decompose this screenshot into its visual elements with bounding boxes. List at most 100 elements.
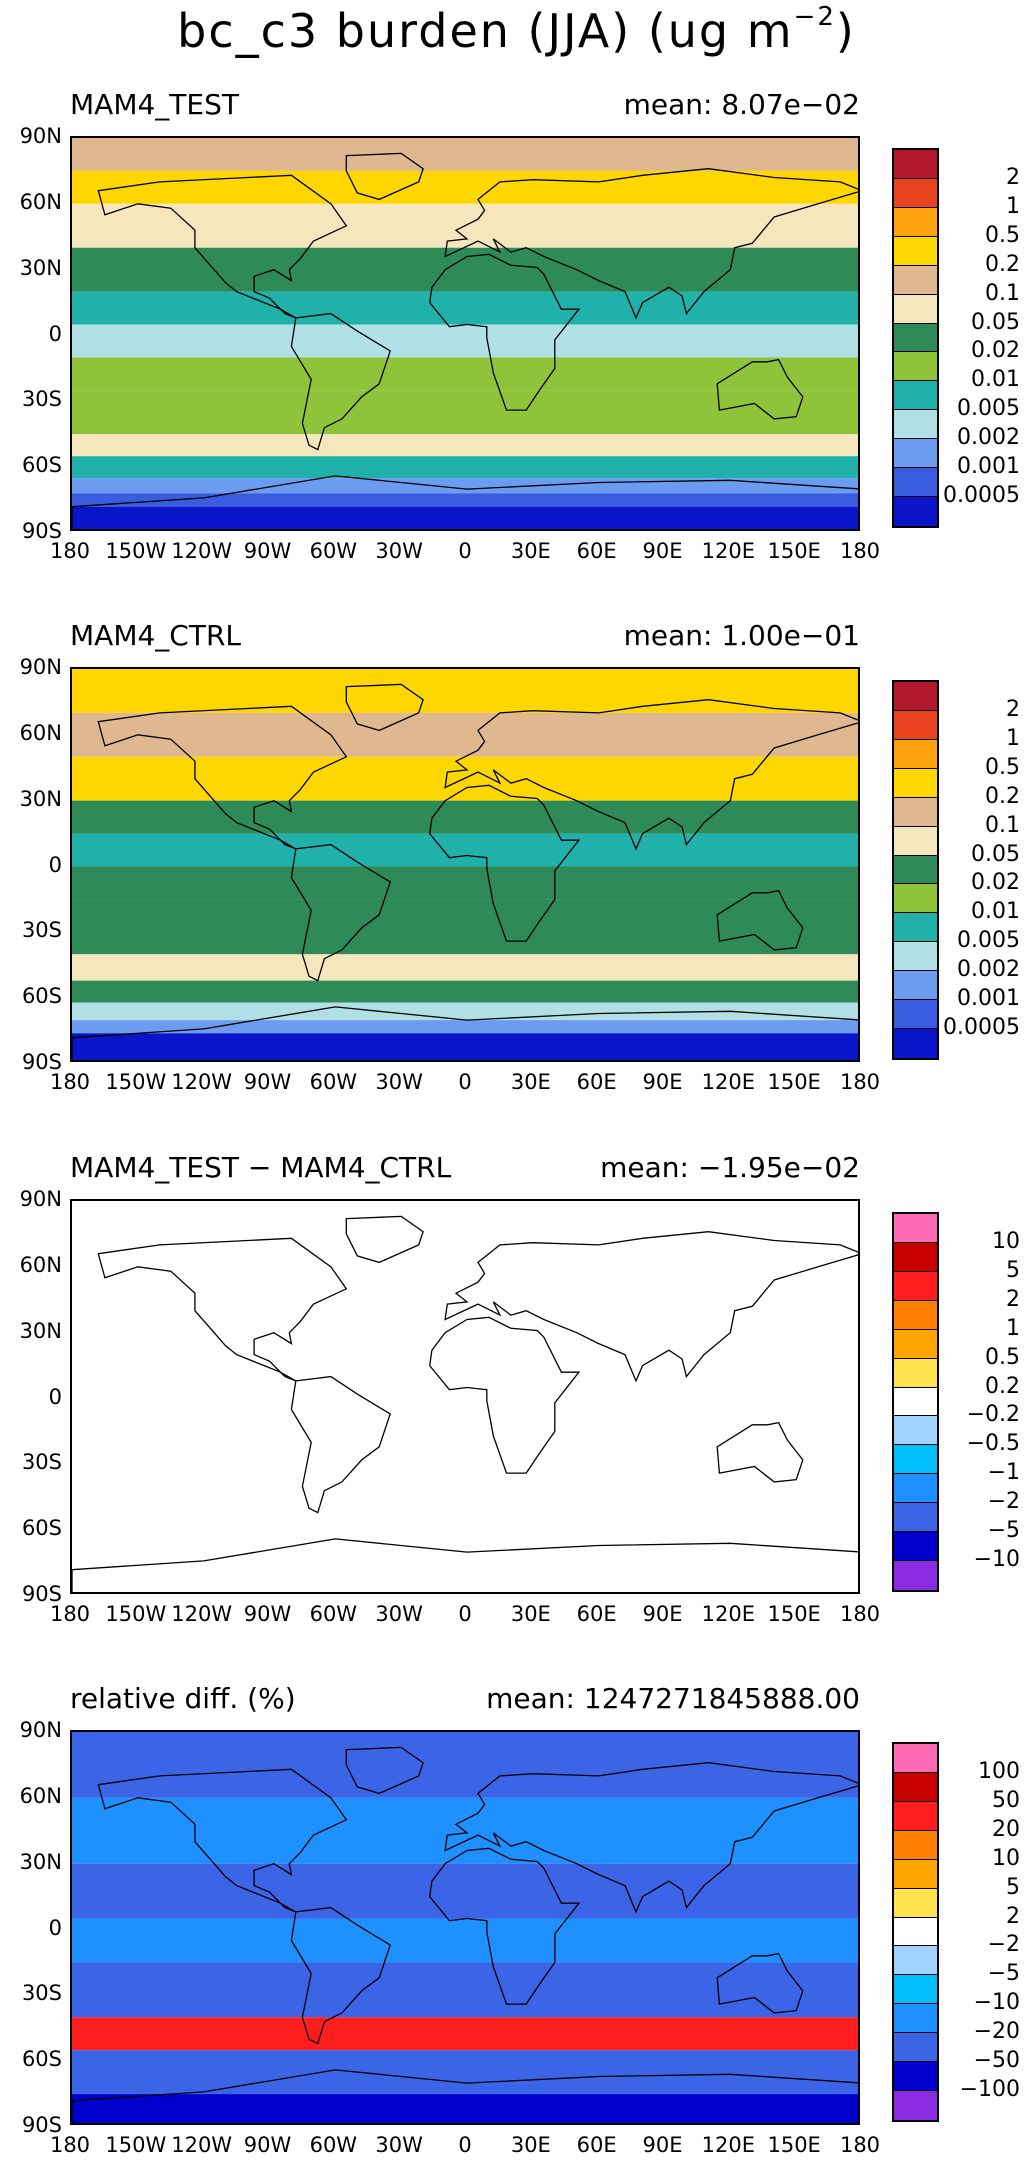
panel-2-lon-tick: 180 — [49, 1070, 91, 1094]
colorbar-swatch — [894, 971, 937, 1001]
panel-3-lon-tick: 150E — [767, 1602, 821, 1626]
panel-3-lon-tick: 60E — [576, 1602, 617, 1626]
colorbar-swatch — [894, 855, 937, 885]
colorbar-label: 0.005 — [957, 928, 1020, 954]
panel-4-band-7 — [72, 2094, 858, 2123]
colorbar-label: −2 — [987, 1932, 1020, 1958]
panel-4-band-3 — [72, 1918, 858, 1963]
panel-1-band-9 — [72, 456, 858, 479]
colorbar-swatch — [894, 942, 937, 972]
colorbar-label: 0.0005 — [943, 483, 1020, 509]
panel-4-title: relative diff. (%) — [70, 1682, 296, 1715]
panel-1-band-5 — [72, 324, 858, 358]
coastline-greenland — [345, 683, 424, 732]
colorbar-swatch — [894, 1503, 937, 1533]
panel-1-lon-tick: 30W — [375, 539, 423, 563]
colorbar-label: −5 — [987, 1961, 1020, 1987]
colorbar-label: 0.005 — [957, 396, 1020, 422]
coastline-africa — [429, 784, 581, 942]
colorbar-swatch — [894, 1801, 937, 1831]
colorbar-label: −10 — [973, 1990, 1020, 2016]
panel-2-lon-tick: 60E — [576, 1070, 617, 1094]
colorbar-label: −50 — [973, 2048, 1020, 2074]
panel-4-colorbar — [892, 1742, 939, 2122]
colorbar-label: −10 — [973, 1547, 1020, 1573]
colorbar-label: 2 — [1006, 1286, 1020, 1312]
panel-2-title: MAM4_CTRL — [70, 619, 241, 652]
panel-3-lat-tick: 90S — [21, 1582, 62, 1606]
colorbar-swatch — [894, 826, 937, 856]
panel-1-lon-tick: 0 — [458, 539, 472, 563]
colorbar-label: 20 — [992, 1816, 1020, 1842]
colorbar-label: −0.5 — [966, 1431, 1020, 1457]
panel-1-band-4 — [72, 291, 858, 325]
panel-4-lon-tick: 180 — [839, 2133, 881, 2157]
colorbar-swatch — [894, 1242, 937, 1272]
panel-1-lon-tick: 150W — [105, 539, 167, 563]
coastline-antarctica — [72, 1538, 858, 1592]
panel-2-band-8 — [72, 980, 858, 1003]
colorbar-label: 0.5 — [985, 222, 1020, 248]
panel-1-lat-tick: 90N — [19, 124, 62, 148]
colorbar-swatch — [894, 439, 937, 469]
coastline-eurasia — [444, 168, 858, 320]
colorbar-label: 0.001 — [957, 986, 1020, 1012]
colorbar-label: 0.1 — [985, 280, 1020, 306]
colorbar-label: −20 — [973, 2019, 1020, 2045]
panel-1-band-6 — [72, 357, 858, 391]
panel-2-band-5 — [72, 866, 858, 900]
panel-3-colorbar — [892, 1212, 939, 1592]
panel-1-band-11 — [72, 493, 858, 507]
colorbar-swatch — [894, 1744, 937, 1773]
panel-3-lon-tick: 120E — [701, 1602, 755, 1626]
coastline-antarctica — [72, 2069, 858, 2123]
colorbar-swatch — [894, 1358, 937, 1388]
panel-1-lat-tick: 90S — [21, 519, 62, 543]
colorbar-swatch — [894, 1329, 937, 1359]
panel-4-band-6 — [72, 2050, 858, 2095]
panel-4-lon-tick: 0 — [458, 2133, 472, 2157]
panel-3-plot — [72, 1201, 858, 1592]
panel-4-band-2 — [72, 1863, 858, 1919]
colorbar-swatch — [894, 497, 937, 526]
panel-1-lon-tick: 180 — [839, 539, 881, 563]
colorbar-swatch — [894, 710, 937, 740]
panel-2-lat-tick: 60N — [19, 720, 62, 745]
colorbar-swatch — [894, 1029, 937, 1058]
colorbar-label: 0.2 — [985, 783, 1020, 809]
panel-3-lon-tick: 90E — [642, 1602, 683, 1626]
panel-4-lon-tick: 60W — [309, 2133, 358, 2157]
coastline-greenland — [345, 1215, 424, 1264]
coastline-eurasia — [444, 1231, 858, 1383]
panel-2-lon-tick: 120E — [701, 1070, 755, 1094]
panel-1-band-7 — [72, 390, 858, 435]
colorbar-swatch — [894, 2004, 937, 2034]
panel-4-lat-tick: 60N — [19, 1783, 62, 1808]
panel-3-lat-tick: 30N — [19, 1318, 62, 1343]
colorbar-swatch — [894, 913, 937, 943]
colorbar-label: 2 — [1006, 696, 1020, 722]
panel-2-mean: mean: 1.00e−01 — [623, 619, 860, 652]
coastline-south-america — [290, 843, 391, 982]
coastline-australia — [716, 1952, 804, 2014]
panel-4-mean: mean: 1247271845888.00 — [486, 1682, 860, 1715]
coastline-eurasia — [444, 1762, 858, 1914]
panel-1-lat-tick: 60N — [19, 189, 62, 214]
colorbar-swatch — [894, 1946, 937, 1976]
panel-3-lon-tick: 60W — [309, 1602, 358, 1626]
panel-1-lon-tick: 90W — [243, 539, 292, 563]
colorbar-swatch — [894, 1474, 937, 1504]
colorbar-label: 1 — [1006, 193, 1020, 219]
panel-4-map — [70, 1730, 860, 2125]
coastline-north-america — [97, 1768, 348, 1913]
panel-2-lon-tick: 30E — [510, 1070, 551, 1094]
colorbar-swatch — [894, 323, 937, 353]
colorbar-label: 100 — [978, 1758, 1020, 1784]
panel-2-band-10 — [72, 1020, 858, 1034]
panel-4-band-4 — [72, 1962, 858, 2018]
panel-2-lat-tick: 60S — [21, 984, 62, 1009]
panel-1-band-0 — [72, 138, 858, 171]
colorbar-label: −5 — [987, 1518, 1020, 1544]
coastline-australia — [716, 1421, 804, 1483]
panel-3-title: MAM4_TEST − MAM4_CTRL — [70, 1151, 452, 1184]
